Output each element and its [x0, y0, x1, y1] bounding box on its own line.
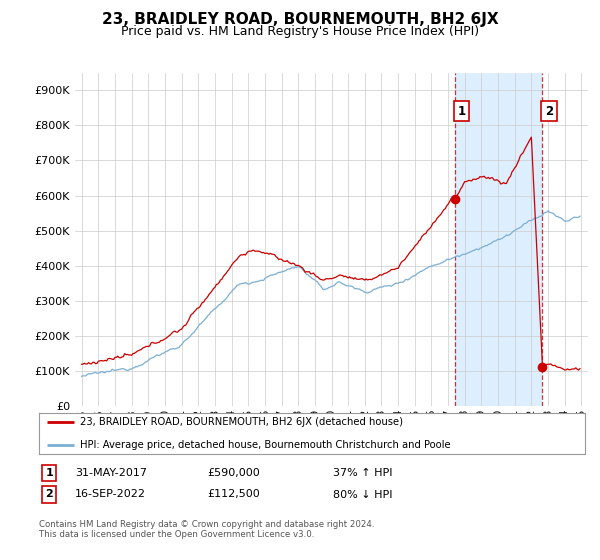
Text: 1: 1 — [458, 105, 466, 118]
Text: 31-MAY-2017: 31-MAY-2017 — [75, 468, 147, 478]
Text: HPI: Average price, detached house, Bournemouth Christchurch and Poole: HPI: Average price, detached house, Bour… — [80, 440, 451, 450]
Bar — [455, 73, 542, 406]
Text: 23, BRAIDLEY ROAD, BOURNEMOUTH, BH2 6JX (detached house): 23, BRAIDLEY ROAD, BOURNEMOUTH, BH2 6JX … — [80, 417, 403, 427]
Text: Contains HM Land Registry data © Crown copyright and database right 2024.
This d: Contains HM Land Registry data © Crown c… — [39, 520, 374, 539]
Text: £590,000: £590,000 — [207, 468, 260, 478]
Text: 37% ↑ HPI: 37% ↑ HPI — [333, 468, 392, 478]
Text: 23, BRAIDLEY ROAD, BOURNEMOUTH, BH2 6JX: 23, BRAIDLEY ROAD, BOURNEMOUTH, BH2 6JX — [101, 12, 499, 27]
Text: 16-SEP-2022: 16-SEP-2022 — [75, 489, 146, 500]
Text: 80% ↓ HPI: 80% ↓ HPI — [333, 489, 392, 500]
Text: £112,500: £112,500 — [207, 489, 260, 500]
Text: 2: 2 — [46, 489, 53, 500]
Text: 2: 2 — [545, 105, 553, 118]
Text: Price paid vs. HM Land Registry's House Price Index (HPI): Price paid vs. HM Land Registry's House … — [121, 25, 479, 38]
Text: 1: 1 — [46, 468, 53, 478]
